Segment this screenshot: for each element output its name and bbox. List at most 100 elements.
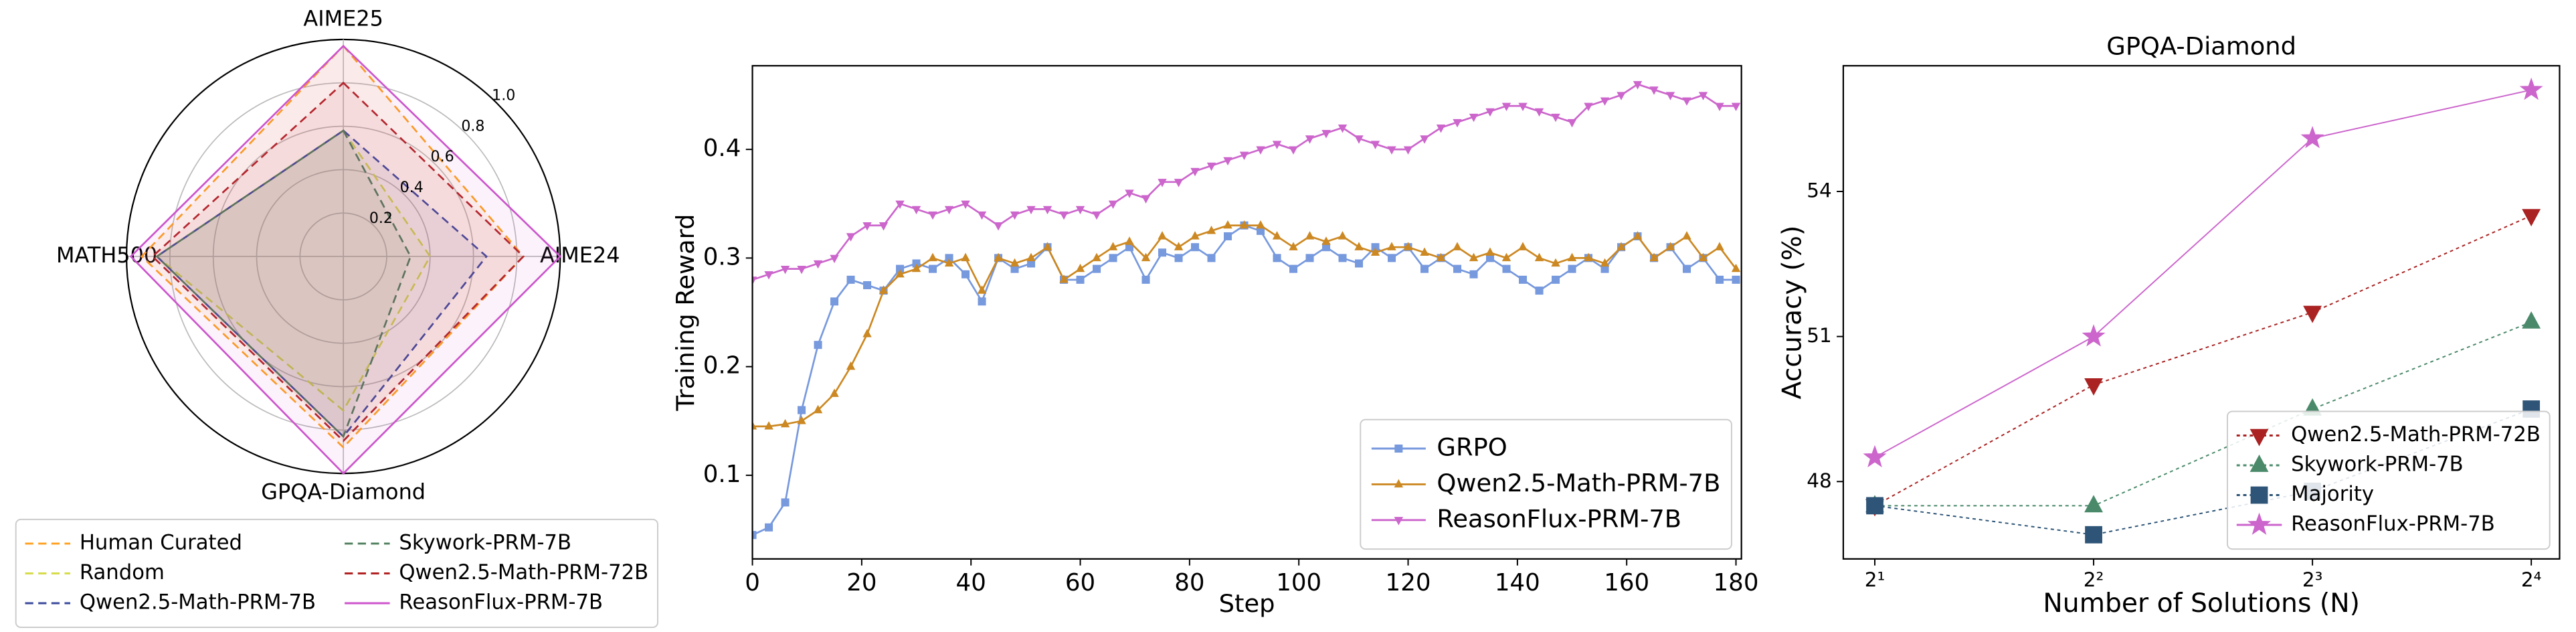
data-point xyxy=(1387,242,1396,250)
data-point xyxy=(1223,157,1232,166)
legend-frame xyxy=(15,518,658,629)
data-point xyxy=(1453,242,1462,250)
data-point xyxy=(1239,151,1249,161)
data-point xyxy=(1272,231,1282,240)
data-point xyxy=(1469,270,1478,279)
data-point xyxy=(1256,146,1265,155)
data-point xyxy=(1649,252,1659,262)
legend-label: Skywork-PRM-7B xyxy=(2291,453,2464,477)
data-point xyxy=(1010,258,1020,267)
data-point xyxy=(1584,252,1593,262)
data-point xyxy=(1715,242,1724,250)
data-point xyxy=(2084,495,2103,513)
x-tick-label: 60 xyxy=(1065,569,1095,597)
data-point xyxy=(1289,264,1298,273)
x-tick-label: 0 xyxy=(745,569,760,597)
data-point xyxy=(1191,243,1200,252)
data-point xyxy=(780,418,790,428)
data-point xyxy=(1715,275,1724,284)
y-tick-label: 48 xyxy=(1807,469,1831,492)
data-point xyxy=(1501,252,1511,262)
data-point xyxy=(1485,108,1495,117)
x-axis-label: Step xyxy=(1219,589,1275,618)
data-point xyxy=(1354,242,1364,250)
data-point xyxy=(764,421,773,430)
data-point xyxy=(1682,231,1691,240)
data-point xyxy=(1026,206,1036,215)
data-point xyxy=(1665,242,1675,250)
legend: GRPO Qwen2.5-Math-PRM-7B ReasonFlux-PRM-7B xyxy=(1360,418,1732,550)
x-tick-label: 2² xyxy=(2084,568,2104,591)
legend-marker xyxy=(1394,517,1404,526)
legend-marker xyxy=(2249,428,2269,447)
legend-marker xyxy=(2247,512,2272,535)
series-line xyxy=(752,83,1736,281)
data-point xyxy=(978,297,986,306)
data-point xyxy=(1338,254,1347,262)
data-point xyxy=(1584,102,1593,112)
x-tick-label: 100 xyxy=(1276,569,1321,597)
data-point xyxy=(1042,242,1052,250)
data-point xyxy=(798,406,806,414)
data-point xyxy=(2522,311,2541,329)
radar-area xyxy=(155,129,412,439)
x-tick-label: 20 xyxy=(846,569,877,597)
data-point xyxy=(752,531,757,540)
data-point xyxy=(1141,275,1150,284)
data-point xyxy=(1370,141,1380,149)
data-point xyxy=(1436,252,1446,262)
legend-marker xyxy=(1394,479,1404,488)
data-point xyxy=(961,200,970,210)
data-point xyxy=(1174,254,1183,262)
data-point xyxy=(879,285,889,294)
data-point xyxy=(1567,118,1577,128)
data-point xyxy=(929,264,937,273)
data-point xyxy=(1059,274,1069,283)
data-point xyxy=(1518,242,1528,250)
data-point xyxy=(1453,264,1462,273)
data-point xyxy=(1453,118,1462,128)
plot-frame xyxy=(1842,65,2561,560)
data-point xyxy=(1355,259,1364,268)
data-point xyxy=(1552,275,1560,284)
data-point xyxy=(1403,242,1413,250)
legend-label: Qwen2.5-Math-PRM-7B xyxy=(80,590,316,614)
data-point xyxy=(846,361,856,370)
data-point xyxy=(879,222,889,231)
x-tick-label: 140 xyxy=(1495,569,1540,597)
data-point xyxy=(1059,211,1069,220)
data-point xyxy=(1109,254,1117,262)
legend-frame xyxy=(2226,410,2551,550)
data-point xyxy=(1731,263,1741,272)
y-axis-label: Training Reward xyxy=(671,214,700,411)
x-axis-label: Number of Solutions (N) xyxy=(2043,588,2359,619)
data-point xyxy=(863,281,872,289)
y-tick-label: 0.1 xyxy=(703,461,741,488)
radar-area xyxy=(151,81,525,443)
data-point xyxy=(1731,102,1741,112)
data-point xyxy=(1682,97,1691,106)
legend-marker xyxy=(2249,454,2269,472)
data-point xyxy=(1617,92,1626,100)
legend-label: Qwen2.5-Math-PRM-7B xyxy=(1437,469,1720,497)
data-point xyxy=(1436,125,1446,133)
data-point xyxy=(846,275,855,284)
data-point xyxy=(1158,248,1167,257)
y-tick-label: 54 xyxy=(1807,179,1831,202)
data-point xyxy=(1338,125,1348,133)
data-point xyxy=(895,200,905,210)
data-point xyxy=(1633,81,1643,90)
data-point xyxy=(1305,135,1315,144)
plot-frame xyxy=(751,65,1742,560)
data-point xyxy=(1206,162,1216,171)
radar-area xyxy=(155,129,488,439)
legend-label: Qwen2.5-Math-PRM-72B xyxy=(2291,423,2541,447)
x-tick-label: 40 xyxy=(956,569,986,597)
data-point xyxy=(1075,263,1085,272)
r-tick-label: 0.2 xyxy=(369,210,393,227)
data-point xyxy=(2303,305,2322,323)
x-tick-label: 80 xyxy=(1174,569,1204,597)
data-point xyxy=(1388,254,1396,262)
data-point xyxy=(1420,264,1429,273)
y-tick-label: 51 xyxy=(1807,324,1831,347)
